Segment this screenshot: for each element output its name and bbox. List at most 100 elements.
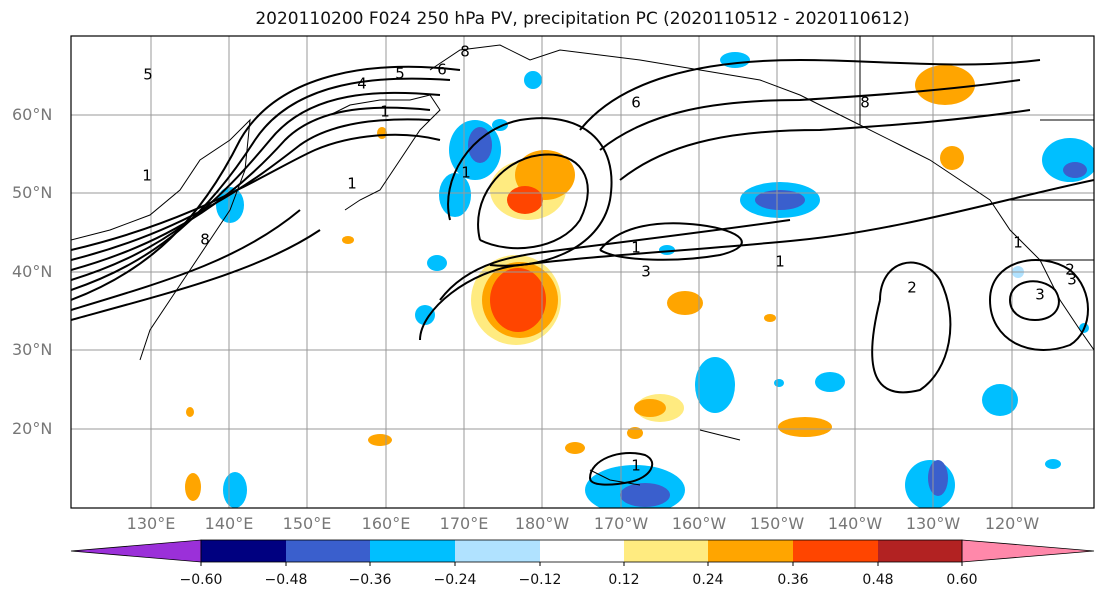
contour-label: 1 — [631, 457, 641, 475]
pv-contour — [989, 259, 1089, 351]
pv-contour — [871, 261, 952, 394]
precip-region — [764, 314, 776, 322]
colorbar-tick-label: −0.24 — [433, 572, 477, 588]
precip-region — [415, 305, 435, 325]
pv-contour — [599, 79, 1021, 151]
colorbar-tick-label: 0.12 — [608, 572, 640, 588]
colorbar-tick-label: 0.24 — [692, 572, 724, 588]
contour-label: 6 — [631, 94, 641, 112]
precip-region — [634, 399, 666, 417]
coastline — [699, 429, 741, 441]
lat-label: 20°N — [12, 419, 53, 438]
pv-contour — [71, 133, 441, 251]
lon-label: 180°W — [514, 514, 570, 533]
precip-region — [667, 291, 703, 315]
contour-label: 2 — [907, 279, 917, 297]
map-frame — [70, 35, 1095, 509]
pv-contour — [599, 222, 743, 261]
contour-label: 1 — [775, 253, 785, 271]
precip-region — [185, 473, 201, 501]
colorbar-tick-label: 0.36 — [777, 572, 809, 588]
coastline — [589, 469, 641, 486]
lon-label: 150°E — [282, 514, 332, 533]
contour-label: 3 — [1067, 271, 1077, 289]
lon-label: 140°E — [204, 514, 254, 533]
precip-region — [915, 65, 975, 105]
pv-contours — [71, 58, 1094, 486]
precip-shading — [185, 52, 1094, 508]
contour-label: 5 — [395, 65, 405, 83]
contour-label: 1 — [1013, 234, 1023, 252]
contour-label: 2 — [1065, 261, 1075, 279]
precip-region — [427, 255, 447, 271]
precip-region — [940, 146, 964, 170]
figure-title: 2020110200 F024 250 hPa PV, precipitatio… — [255, 9, 910, 29]
pv-contour — [71, 106, 431, 271]
lon-label: 150°W — [749, 514, 805, 533]
precip-region — [1063, 162, 1087, 178]
pv-contour — [619, 109, 1031, 181]
lon-label: 170°E — [439, 514, 489, 533]
pv-contour — [71, 91, 441, 281]
colorbar-tick-label: −0.36 — [348, 572, 392, 588]
pv-contour — [579, 58, 1041, 131]
colorbar-bin — [708, 540, 793, 562]
colorbar-bin — [370, 540, 455, 562]
colorbar-bin — [201, 540, 286, 562]
pv-contour — [1009, 280, 1060, 322]
contour-label: 1 — [461, 164, 471, 182]
precip-region — [490, 268, 546, 332]
lon-label: 120°W — [984, 514, 1040, 533]
pv-contour — [71, 229, 321, 321]
precip-region — [342, 236, 354, 244]
contour-label: 3 — [641, 263, 651, 281]
pv-contour — [589, 452, 654, 486]
contour-label: 5 — [143, 66, 153, 84]
colorbar-frame — [200, 539, 963, 563]
pv-contour — [419, 179, 1094, 341]
colorbar-bin — [624, 540, 708, 562]
colorbar-bin — [455, 540, 540, 562]
lat-label: 30°N — [12, 340, 53, 359]
precip-region — [755, 190, 805, 210]
precip-region — [695, 357, 735, 413]
contour-label: 1 — [142, 167, 152, 185]
coastline — [429, 44, 1094, 351]
precip-region — [565, 442, 585, 454]
colorbar-tick-label: −0.60 — [179, 572, 223, 588]
colorbar-tick-label: −0.48 — [264, 572, 308, 588]
precip-region — [524, 71, 542, 89]
contour-label: 8 — [860, 94, 870, 112]
coastlines — [71, 36, 1094, 486]
precip-region — [468, 127, 492, 163]
contour-label: 4 — [357, 75, 367, 93]
precip-region — [620, 483, 670, 507]
precip-region — [815, 372, 845, 392]
lon-label: 170°W — [593, 514, 649, 533]
pv-contour — [71, 77, 451, 291]
contour-label: 1 — [631, 239, 641, 257]
colorbar-bin — [540, 540, 624, 562]
precip-region — [627, 427, 643, 439]
lon-label: 140°W — [827, 514, 883, 533]
pv-contour — [447, 117, 613, 267]
pv-contour — [477, 153, 589, 250]
precip-region — [1045, 459, 1061, 469]
precip-region — [186, 407, 194, 417]
colorbar-extend-max — [961, 539, 1095, 563]
lon-label: 160°E — [361, 514, 411, 533]
colorbar-tick-label: −0.12 — [518, 572, 562, 588]
colorbar-tick-label: 0.60 — [946, 572, 978, 588]
contour-label: 1 — [380, 103, 390, 121]
pv-contour — [71, 118, 431, 261]
contour-label: 8 — [200, 231, 210, 249]
lon-label: 160°W — [671, 514, 727, 533]
gridlines — [71, 36, 1094, 508]
colorbar-tick-label: 0.48 — [862, 572, 894, 588]
contour-label: 8 — [460, 43, 470, 61]
coastline — [329, 94, 441, 211]
precip-region — [982, 384, 1018, 416]
contour-label: 1 — [347, 175, 357, 193]
